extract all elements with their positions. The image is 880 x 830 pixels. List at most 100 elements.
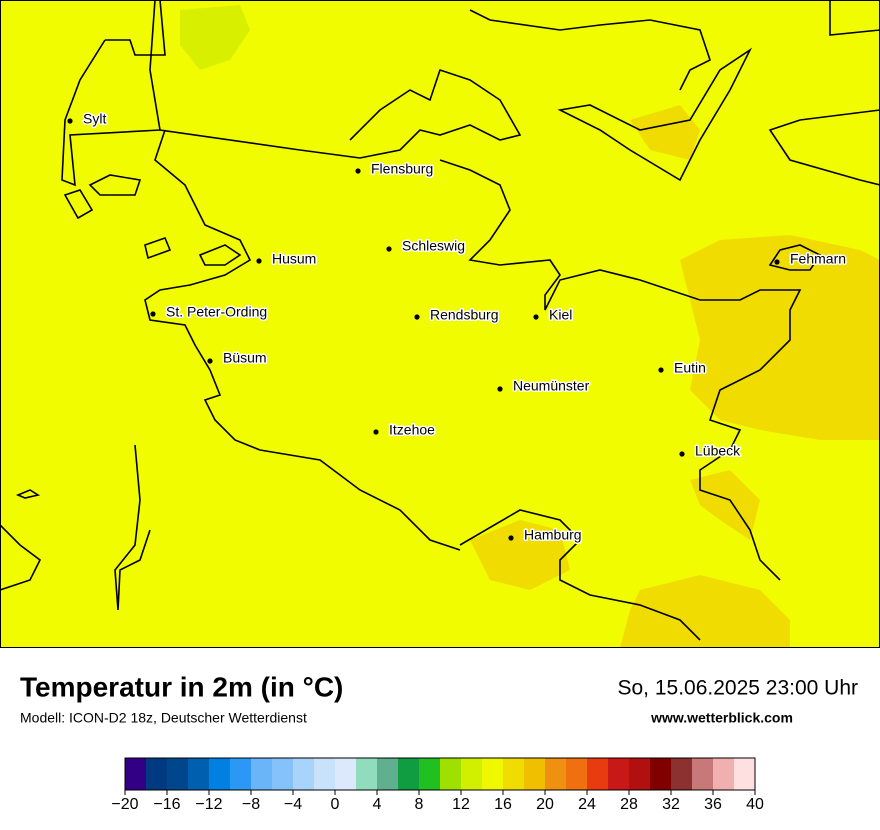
coastline [439, 159, 802, 581]
colorbar-segment [545, 758, 566, 790]
city-dot [207, 358, 213, 364]
city-label: Lübeck [695, 443, 741, 459]
colorbar-segment [608, 758, 629, 790]
temperature-patch [620, 575, 790, 648]
city-label: Itzehoe [389, 422, 435, 438]
city-label: Büsum [223, 350, 267, 366]
city-dot [386, 246, 392, 252]
colorbar-segment [461, 758, 482, 790]
colorbar-tick-label: −16 [153, 796, 180, 813]
colorbar-tick-label: −20 [111, 796, 138, 813]
colorbar-tick-label: 40 [746, 796, 764, 813]
coastline [0, 524, 42, 591]
colorbar-segment [209, 758, 230, 790]
colorbar-tick-label: −4 [284, 796, 302, 813]
colorbar-segment [230, 758, 251, 790]
coastline [829, 0, 880, 36]
colorbar-tick-label: 0 [331, 796, 340, 813]
city-label: Schleswig [402, 238, 465, 254]
colorbar-segment [629, 758, 650, 790]
colorbar-tick-label: −12 [195, 796, 222, 813]
colorbar-segment [482, 758, 503, 790]
colorbar-segment [419, 758, 440, 790]
cities: Sylt Flensburg Schleswig Husum Fehmarn S… [67, 109, 848, 544]
colorbar-tick-label: 4 [373, 796, 382, 813]
temperature-patch [690, 470, 760, 540]
city-label: Eutin [674, 360, 706, 376]
colorbar-segment [524, 758, 545, 790]
colorbar-tick-label: 8 [415, 796, 424, 813]
coastline [88, 174, 142, 196]
colorbar-tick-label: 24 [578, 796, 596, 813]
colorbar-tick-label: 28 [620, 796, 638, 813]
colorbar-segment [503, 758, 524, 790]
city-label: Rendsburg [430, 307, 499, 323]
datetime: So, 15.06.2025 23:00 Uhr [617, 677, 858, 700]
city-label: Fehmarn [790, 251, 846, 267]
city-dot [658, 367, 664, 373]
map: Sylt Flensburg Schleswig Husum Fehmarn S… [0, 0, 880, 648]
city-dot [150, 311, 156, 317]
coastline [144, 129, 461, 551]
colorbar-tick-label: 12 [452, 796, 470, 813]
colorbar-segment [692, 758, 713, 790]
city-dot [774, 259, 780, 265]
city-label: Hamburg [524, 527, 582, 543]
colorbar-segment [272, 758, 293, 790]
city-dot [497, 386, 503, 392]
colorbar-segment [377, 758, 398, 790]
colorbar-segment [293, 758, 314, 790]
coastline [61, 39, 161, 187]
city-label: St. Peter-Ording [166, 304, 267, 320]
colorbar-segment [671, 758, 692, 790]
city-label: Neumünster [513, 378, 590, 394]
colorbar-segment [713, 758, 734, 790]
coastline [63, 189, 94, 220]
colorbar-segment [566, 758, 587, 790]
coastline [144, 236, 172, 260]
coastline [469, 9, 711, 91]
city-label: Husum [272, 251, 316, 267]
coastlines [0, 0, 880, 641]
colorbar-segment [734, 758, 755, 790]
title: Temperatur in 2m (in °C) [20, 671, 343, 702]
colorbar: −20 −16 −12 −8 −4 0 4 8 12 16 20 24 28 32 36 40 [111, 757, 764, 813]
colorbar-tick-label: 20 [536, 796, 554, 813]
coastline [768, 244, 822, 271]
coastline [768, 109, 880, 186]
temperature-patch [630, 105, 700, 160]
temperature-patch [180, 5, 250, 70]
colorbar-tick-label: −8 [242, 796, 260, 813]
coastline [149, 0, 522, 159]
colorbar-segment [188, 758, 209, 790]
city-dot [679, 451, 685, 457]
temperature-patch [680, 235, 880, 440]
subtitle: Modell: ICON-D2 18z, Deutscher Wetterdie… [20, 710, 307, 726]
colorbar-segment [398, 758, 419, 790]
city-label: Flensburg [371, 161, 433, 177]
city-dot [256, 258, 262, 264]
colorbar-segment [125, 758, 146, 790]
colorbar-frame [124, 757, 756, 791]
website: www.wetterblick.com [650, 710, 793, 726]
coastline [459, 509, 701, 641]
city-label: Kiel [549, 307, 572, 323]
city-dot [533, 314, 539, 320]
coastline [114, 444, 151, 611]
city-label: Sylt [83, 111, 106, 127]
colorbar-segment [167, 758, 188, 790]
coastline [198, 244, 242, 266]
city-dot [67, 118, 73, 124]
city-dot [355, 168, 361, 174]
city-dot [508, 535, 514, 541]
colorbar-segment [650, 758, 671, 790]
city-dot [414, 314, 420, 320]
colorbar-segment [314, 758, 335, 790]
colorbar-segment [356, 758, 377, 790]
temperature-patch [470, 520, 570, 590]
colorbar-segment [251, 758, 272, 790]
city-dot [373, 429, 379, 435]
colorbar-tick-label: 32 [662, 796, 680, 813]
